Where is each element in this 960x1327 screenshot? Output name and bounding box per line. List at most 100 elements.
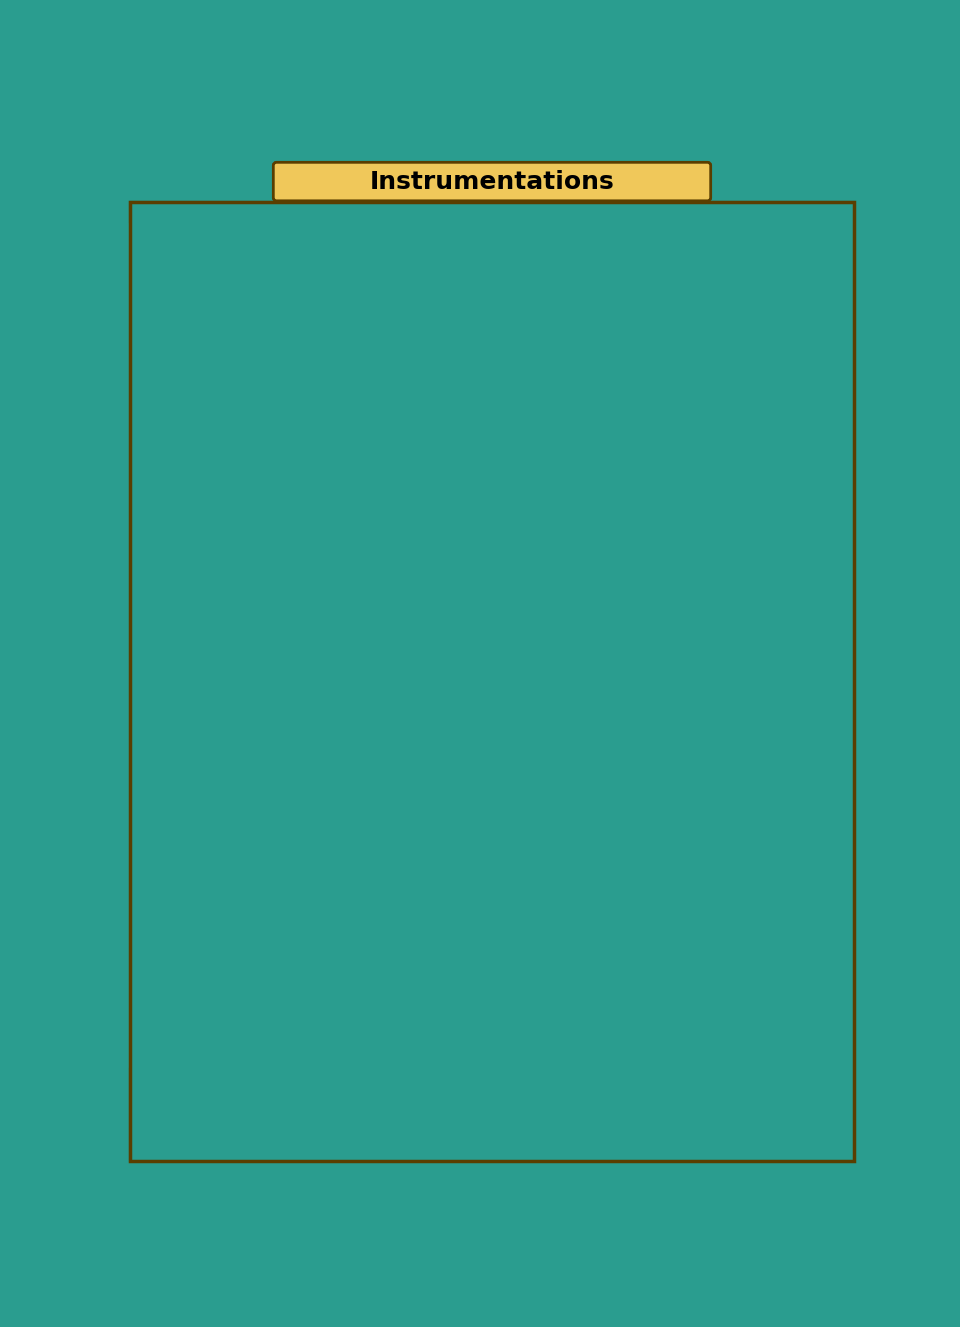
Text: ± 25.000 div.: ± 25.000 div. [145,853,215,864]
Text: PLC - RECORDER: PLC - RECORDER [702,731,804,740]
Text: 1 mV/V: 1 mV/V [321,747,356,756]
Text: Max. 4: Max. 4 [235,1024,266,1034]
Text: transducer: transducer [235,1116,281,1125]
FancyArrow shape [588,377,605,385]
Text: ±5 V: ±5 V [321,405,345,415]
Text: Max. 6: Max. 6 [235,540,266,548]
Text: 3 mV/V: 3 mV/V [321,981,356,991]
Text: 4-20 mA: 4-20 mA [321,484,362,495]
FancyArrow shape [588,365,605,373]
Text: 0-20 mA: 0-20 mA [321,398,362,407]
Text: 1 mV/V: 1 mV/V [321,454,356,464]
Text: 4 SET POINT: 4 SET POINT [599,346,658,354]
Text: 1 mV/V: 1 mV/V [321,828,356,837]
FancyArrow shape [353,1030,379,1039]
Text: mm: mm [282,588,299,596]
FancyArrow shape [569,365,586,373]
Text: Analogue Out: Analogue Out [596,739,665,748]
FancyArrow shape [353,544,379,553]
FancyArrow shape [690,309,720,318]
Text: Torque: Torque [235,770,264,779]
Text: 4 SET POINT: 4 SET POINT [599,442,658,451]
Text: line: line [326,232,344,242]
FancyBboxPatch shape [274,162,710,200]
Text: bar: bar [243,569,258,579]
FancyArrow shape [353,453,379,462]
Text: ±10 V: ±10 V [321,411,351,422]
FancyArrow shape [588,472,605,480]
FancyArrow shape [594,441,683,453]
Text: (350 Ω): (350 Ω) [235,455,270,464]
Text: 1 mV/V: 1 mV/V [321,358,356,368]
Text: Max. Res.:: Max. Res.: [154,580,207,591]
Text: Printer out: Printer out [589,613,637,622]
Text: 1 mV/V: 1 mV/V [321,545,356,556]
Text: ±10 V: ±10 V [589,523,618,532]
Text: 3 mV/V: 3 mV/V [321,288,356,297]
Text: PC2M: PC2M [235,706,259,715]
Text: (350 Ω): (350 Ω) [235,974,270,983]
Text: (350 Ω): (350 Ω) [235,1031,270,1040]
Bar [131,1015,230,1068]
Text: 4-20 mA: 4-20 mA [601,300,639,308]
Text: 50 mm: 50 mm [313,1105,348,1116]
Text: Displacement: Displacement [235,786,288,795]
Text: 2 mV/V: 2 mV/V [321,273,360,284]
Bar [131,730,230,811]
Text: ± 9.999 div.: ± 9.999 div. [149,303,212,313]
FancyArrow shape [353,746,379,755]
Text: Analogue Out: Analogue Out [596,901,665,910]
FancyArrow shape [353,770,379,779]
FancyArrow shape [375,239,398,248]
Text: (350 Ω): (350 Ω) [235,909,270,917]
Bar [131,341,230,437]
FancyArrow shape [635,1115,669,1127]
FancyArrow shape [569,985,586,994]
FancyArrow shape [569,377,586,385]
FancyArrow shape [594,344,683,357]
FancyArrow shape [635,1034,654,1043]
Text: Instrumentations: Instrumentations [370,170,614,194]
Text: ±5 V: ±5 V [589,516,612,524]
Text: Max. Res.:: Max. Res.: [154,293,207,304]
Text: RS485: RS485 [589,378,619,387]
Text: 2 mV/V: 2 mV/V [321,539,360,549]
FancyArrow shape [353,498,379,507]
Text: 1 mV/V: 1 mV/V [321,281,356,291]
Bar [131,202,853,223]
Text: 25 mm: 25 mm [313,1097,348,1108]
Text: Nm: Nm [257,859,273,868]
Text: 1 mV/V: 1 mV/V [321,1031,356,1042]
Text: ± 300.000 div.: ± 300.000 div. [145,480,216,491]
Text: °C: °C [261,606,272,616]
FancyArrow shape [353,906,379,916]
Text: INPUT: INPUT [358,206,396,219]
Text: 2 mV/V: 2 mV/V [321,703,356,713]
Text: Printer out: Printer out [589,791,637,800]
Text: PLC - PC: PLC - PC [719,913,778,926]
FancyArrow shape [353,973,379,982]
Text: ±5 V: ±5 V [321,499,345,508]
FancyArrow shape [671,736,698,746]
Text: Max. 4: Max. 4 [235,275,266,284]
Text: PC: PC [742,657,763,671]
Text: ±5 V: ±5 V [589,600,612,609]
Text: 4-20 mA: 4-20 mA [589,508,628,518]
FancyArrow shape [681,417,709,427]
FancyArrow shape [353,313,379,322]
Text: PLC - RECORDER: PLC - RECORDER [746,1105,850,1116]
Text: ±10 V: ±10 V [589,435,618,445]
Text: 200 m: 200 m [612,228,642,238]
Text: 5V: 5V [675,1120,694,1132]
Text: PLC - PC: PLC - PC [717,362,776,376]
Text: 10 SET POINT: 10 SET POINT [597,535,661,543]
FancyArrow shape [353,573,379,583]
Text: 3 mV/V: 3 mV/V [321,553,356,563]
Bar [131,1068,230,1161]
FancyArrow shape [569,553,586,563]
Text: PC: PC [738,853,759,868]
Text: RS485: RS485 [589,567,619,576]
Text: ±10 V: ±10 V [589,606,618,616]
Bar [131,1068,853,1161]
Text: Printer out: Printer out [589,529,637,539]
